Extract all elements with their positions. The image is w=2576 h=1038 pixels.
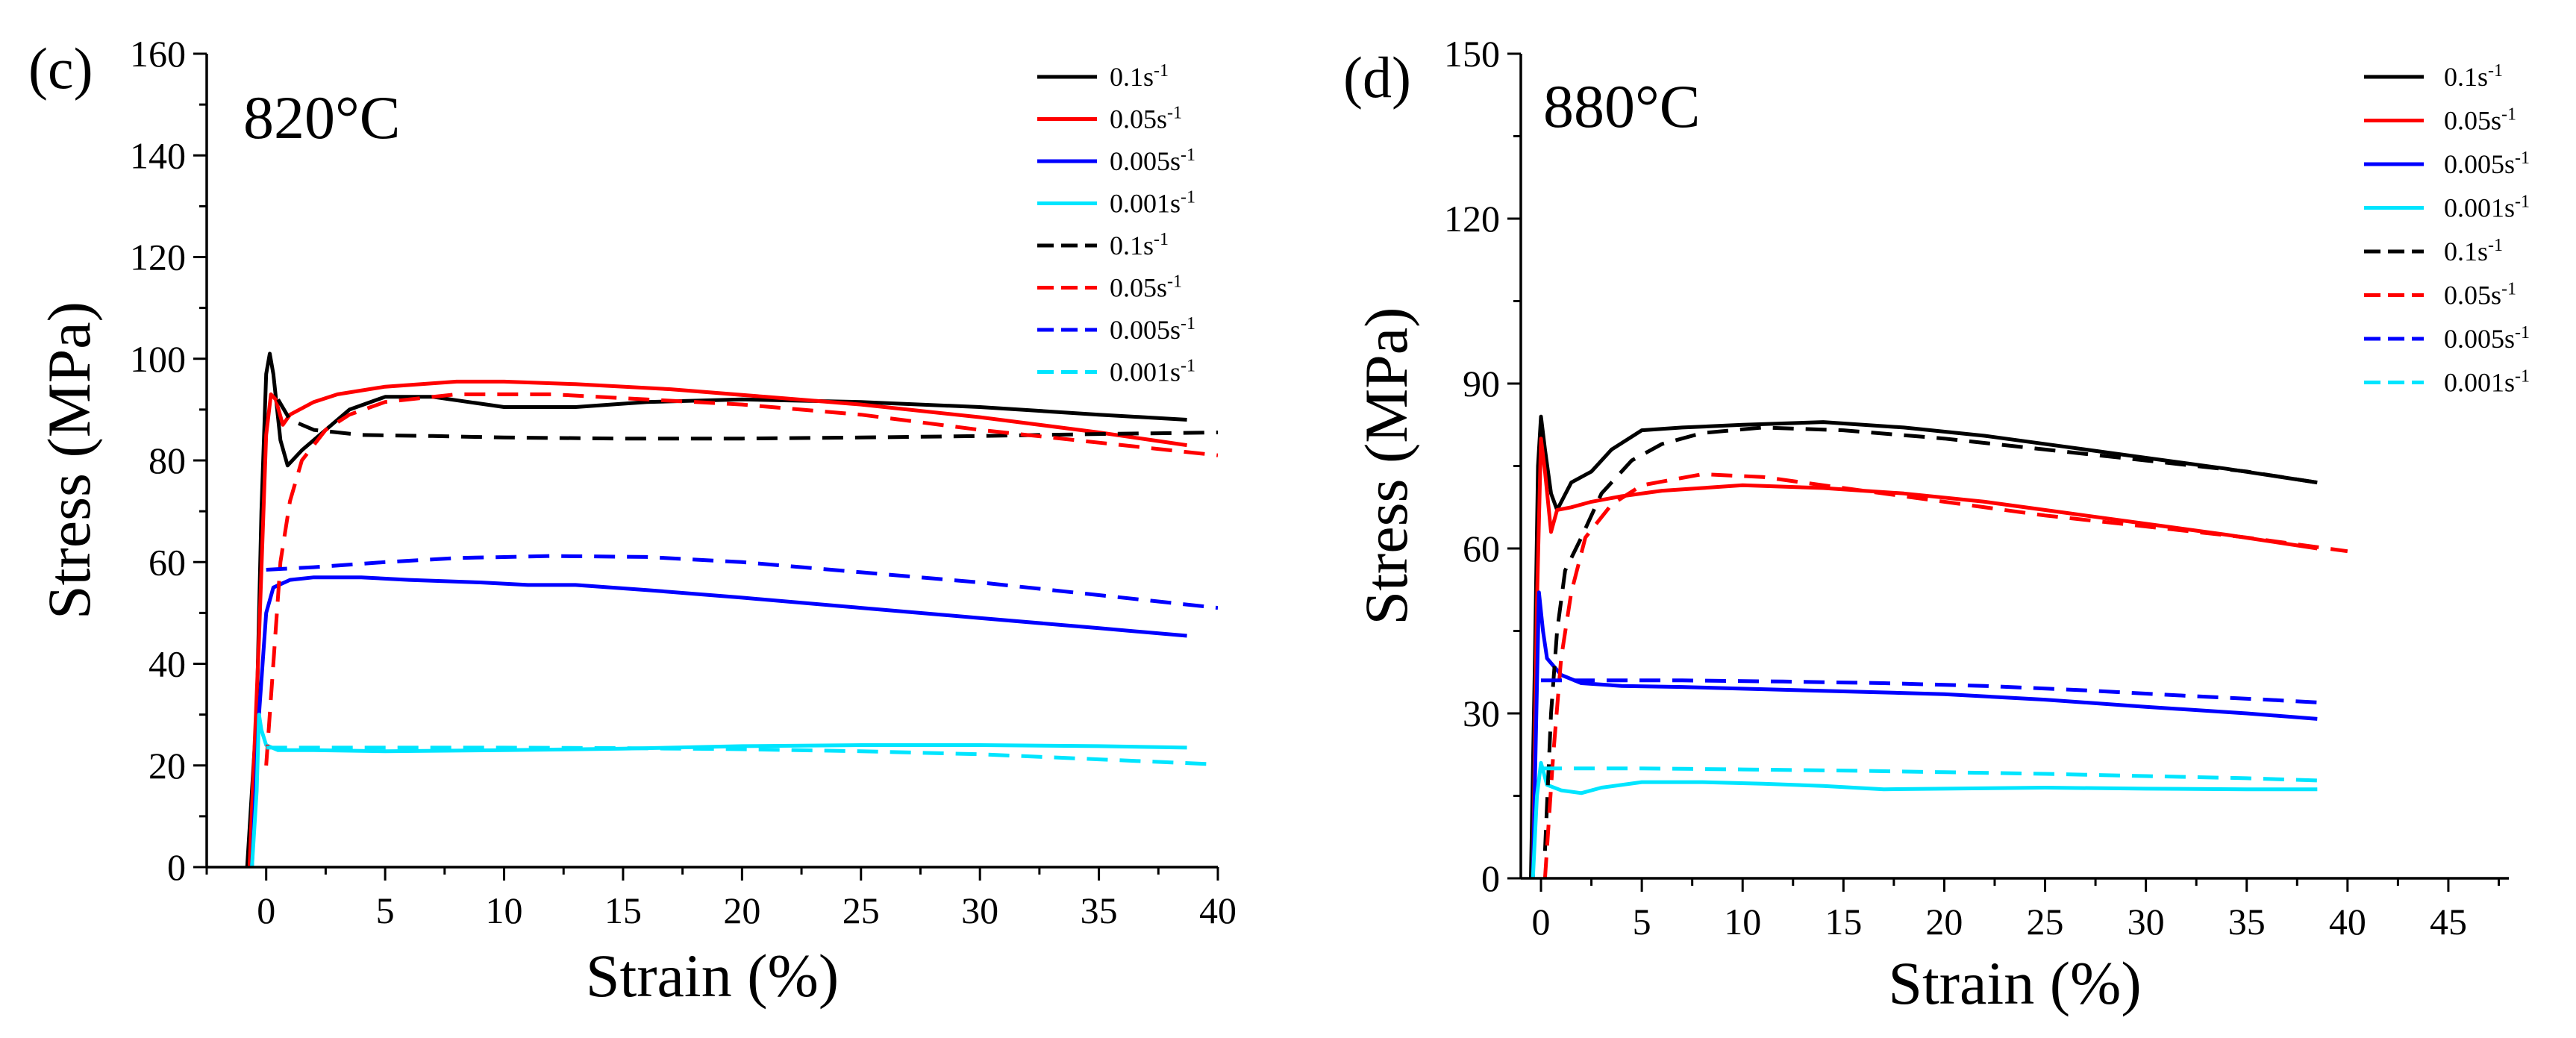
y-tick-label: 90 xyxy=(1463,363,1500,404)
legend: 0.1s-10.05s-10.005s-10.001s-10.1s-10.05s… xyxy=(2364,61,2530,398)
panel-d: 0 5 10 15 20 25 30 35 40 45 0 30 60 90 120 150 Strain (%… xyxy=(1343,33,2530,1017)
series-line-7-dashed xyxy=(1541,766,2318,783)
x-tick-label: 5 xyxy=(376,890,395,931)
panel-label: (d) xyxy=(1343,45,1411,110)
legend-label-superscript: -1 xyxy=(1181,146,1195,165)
panel-c: 0 5 10 15 20 25 30 35 40 0 20 40 60 80 100 120 140 160 Str… xyxy=(28,33,1237,1010)
panel-label: (c) xyxy=(28,36,93,101)
legend-label-superscript: -1 xyxy=(2515,367,2530,387)
x-tick-label: 40 xyxy=(1199,890,1237,931)
y-tick-label: 80 xyxy=(149,440,186,481)
series-line-6-dashed xyxy=(266,554,1218,610)
x-tick-label: 40 xyxy=(2329,901,2366,942)
legend-label-superscript: -1 xyxy=(2515,193,2530,212)
series-group xyxy=(245,351,1218,867)
y-tick-label: 0 xyxy=(1481,857,1500,899)
y-tick-label: 100 xyxy=(130,338,186,380)
series-line-5-dashed xyxy=(264,392,1218,766)
series-line-4-dashed xyxy=(276,398,1218,441)
series-line-4-dashed xyxy=(1542,425,2318,851)
series-line-7-dashed xyxy=(266,745,1218,766)
series-line-5-dashed xyxy=(1542,472,2348,878)
legend-label-superscript: -1 xyxy=(2515,323,2530,343)
legend-label-superscript: -1 xyxy=(2488,236,2503,255)
legend-label-5: 0.05s-1 xyxy=(1110,272,1182,303)
y-tick-label: 120 xyxy=(1444,198,1500,240)
y-axis-label: Stress (MPa) xyxy=(35,301,103,619)
x-tick-label: 30 xyxy=(961,890,998,931)
y-tick-label: 150 xyxy=(1444,33,1500,75)
y-tick-label: 140 xyxy=(130,134,186,176)
y-tick-label: 30 xyxy=(1463,692,1500,734)
legend-label-superscript: -1 xyxy=(2501,280,2516,299)
series-line-1-solid xyxy=(1531,437,2318,878)
series-line-2-solid xyxy=(250,575,1187,867)
temperature-annotation: 820°C xyxy=(243,84,401,151)
x-tick-label: 10 xyxy=(486,890,523,931)
legend-label-superscript: -1 xyxy=(1181,188,1195,207)
legend-label-superscript: -1 xyxy=(2488,61,2503,81)
series-line-3-solid xyxy=(250,713,1187,867)
legend-label-superscript: -1 xyxy=(1154,230,1169,249)
legend-label-superscript: -1 xyxy=(1154,61,1169,81)
x-tick-label: 25 xyxy=(2027,901,2064,942)
legend-label-superscript: -1 xyxy=(2515,148,2530,168)
x-axis-label: Strain (%) xyxy=(586,942,839,1010)
legend-label-superscript: -1 xyxy=(1181,357,1195,376)
y-tick-label: 0 xyxy=(167,846,186,888)
x-tick-label: 10 xyxy=(1724,901,1761,942)
x-tick-label: 20 xyxy=(723,890,760,931)
legend-label-4: 0.1s-1 xyxy=(1110,230,1169,260)
y-tick-label: 60 xyxy=(1463,528,1500,569)
series-group xyxy=(1529,414,2348,878)
temperature-annotation: 880°C xyxy=(1543,72,1701,140)
x-tick-label: 25 xyxy=(842,890,880,931)
y-tick-label: 20 xyxy=(149,745,186,787)
y-axis-label: Stress (MPa) xyxy=(1352,307,1420,625)
series-line-2-solid xyxy=(1531,590,2318,878)
series-line-1-solid xyxy=(247,379,1187,867)
y-tick-label: 160 xyxy=(130,33,186,75)
legend-label-superscript: -1 xyxy=(1167,272,1182,292)
legend-label-superscript: -1 xyxy=(1181,314,1195,334)
x-tick-label: 30 xyxy=(2128,901,2165,942)
y-tick-label: 120 xyxy=(130,237,186,278)
x-tick-label: 20 xyxy=(1925,901,1963,942)
legend-label-1: 0.05s-1 xyxy=(2444,105,2516,136)
x-tick-label: 0 xyxy=(257,890,275,931)
x-tick-label: 15 xyxy=(1825,901,1862,942)
y-tick-label: 60 xyxy=(149,541,186,583)
x-tick-label: 0 xyxy=(1532,901,1551,942)
x-tick-label: 15 xyxy=(604,890,642,931)
series-line-3-solid xyxy=(1531,760,2318,878)
series-line-6-dashed xyxy=(1541,678,2318,704)
x-tick-label: 35 xyxy=(2228,901,2266,942)
legend-label-superscript: -1 xyxy=(2501,105,2516,125)
legend-label-superscript: -1 xyxy=(1167,104,1182,123)
x-axis-label: Strain (%) xyxy=(1888,949,2141,1017)
series-line-0-solid xyxy=(1529,414,2318,878)
x-tick-label: 35 xyxy=(1081,890,1118,931)
x-tick-label: 45 xyxy=(2430,901,2467,942)
y-tick-label: 40 xyxy=(149,643,186,685)
x-tick-label: 5 xyxy=(1633,901,1651,942)
